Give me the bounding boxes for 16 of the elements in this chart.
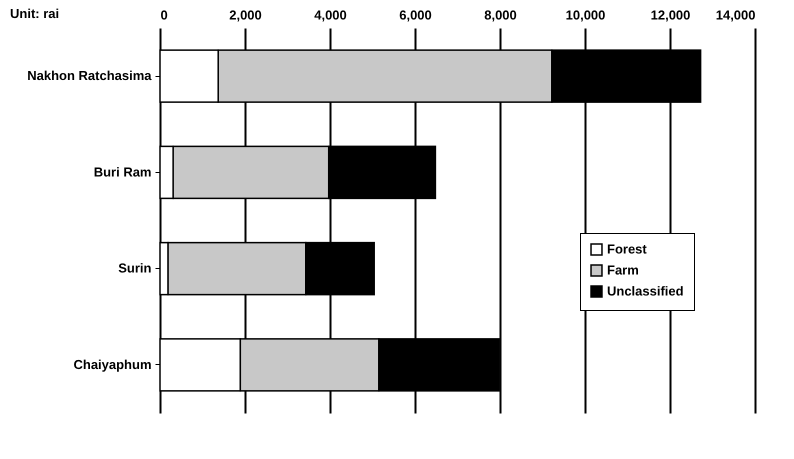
y-tick-label: Nakhon Ratchasima <box>27 68 152 84</box>
text: Unit: rai <box>10 6 60 21</box>
x-tick-label: 10,000 <box>566 8 606 22</box>
x-tick-label: 2,000 <box>229 8 262 22</box>
y-tick-label: Chaiyaphum <box>73 356 152 372</box>
x-tick-label: 14,000 <box>716 8 756 22</box>
x-tick-label: 12,000 <box>650 8 690 22</box>
y-tick-label: Buri Ram <box>94 164 152 180</box>
legend-label: Unclassified <box>607 284 684 298</box>
x-tick-label: 4,000 <box>314 8 347 22</box>
x-tick-label: 6,000 <box>399 8 432 22</box>
legend-label: Farm <box>607 262 639 278</box>
legend-label: Forest <box>607 242 648 256</box>
x-tick-label: 8,000 <box>484 8 517 22</box>
x-tick-label: 0 <box>160 8 168 22</box>
y-tick-label: Surin <box>118 260 152 276</box>
